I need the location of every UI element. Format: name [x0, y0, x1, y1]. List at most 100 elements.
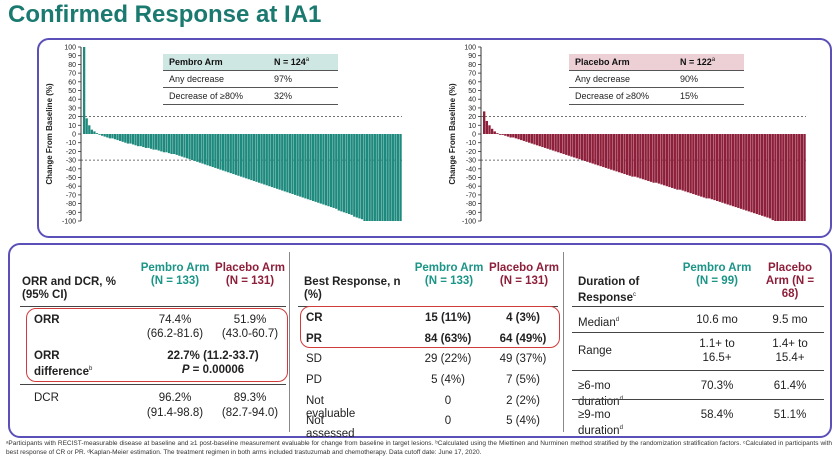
pembro-y-tick-label: 20 [68, 114, 76, 121]
placebo-bar [700, 134, 703, 197]
placebo-bar [591, 134, 594, 164]
pembro-bar [165, 134, 168, 153]
response-sd-label: SD [306, 353, 322, 365]
nine-month-placebo: 51.1% [773, 409, 807, 421]
pembro-bar [90, 129, 93, 134]
pembro-y-tick-label: 100 [64, 45, 76, 52]
placebo-bar [565, 134, 568, 155]
placebo-bar [520, 134, 523, 141]
placebo-bar [790, 134, 793, 221]
placebo-bar [535, 134, 539, 146]
pembro-bar [353, 134, 356, 217]
orr-difference-value: 22.7% (11.2-33.7) [167, 350, 259, 362]
pembro-bar [178, 134, 181, 156]
placebo-bar [739, 134, 743, 209]
placebo-bar [641, 134, 645, 180]
pembro-bar [160, 134, 163, 152]
placebo-bar [602, 134, 605, 168]
placebo-y-tick-label: 0 [472, 132, 476, 139]
placebo-bar [692, 134, 695, 195]
pembro-y-tick-label: -20 [66, 149, 76, 156]
placebo-bar [528, 134, 531, 143]
inset-row-value: 32% [274, 91, 293, 101]
nine-month-text: ≥9-mo duration [578, 409, 620, 437]
pembro-bar [394, 134, 397, 221]
placebo-bar [718, 134, 721, 202]
range-placebo-end: 15.4+ [775, 352, 805, 364]
orr-difference-sup: b [88, 366, 93, 372]
placebo-bar [496, 133, 499, 134]
placebo-bar [800, 134, 804, 221]
orr-placebo-ci: (43.0-60.7) [221, 328, 279, 340]
inset-header-arm: Placebo Arm [575, 57, 630, 67]
table-rule [572, 332, 824, 333]
pembro-bar [193, 134, 196, 161]
placebo-bar [562, 134, 565, 155]
placebo-bar [663, 134, 666, 186]
table-rule [572, 306, 824, 307]
response-ne-label: Not evaluable [306, 395, 356, 420]
placebo-y-axis-label: Change From Baseline (%) [448, 83, 457, 185]
inset-row-label: Any decrease [169, 74, 225, 84]
response-cr-placebo: 4 (3%) [506, 312, 540, 324]
pembro-bar [170, 134, 173, 155]
placebo-y-tick-label: -80 [466, 201, 476, 208]
placebo-bar [774, 134, 777, 221]
pembro-bar [347, 134, 351, 215]
pembro-bar [340, 134, 343, 212]
inset-row-value: 97% [274, 74, 293, 84]
placebo-bar [623, 134, 626, 175]
pembro-bar [396, 134, 400, 221]
placebo-bar [546, 134, 549, 149]
pembro-bar [85, 118, 88, 134]
pembro-bar [142, 134, 145, 148]
nine-month-pembro: 58.4% [700, 409, 734, 421]
pembro-bar [317, 134, 320, 203]
orr-pembro-header: Pembro Arm (N = 133) [140, 262, 210, 287]
pembro-bar [296, 134, 299, 196]
inset-header-sup: a [711, 57, 716, 63]
pembro-bar [180, 134, 184, 157]
pembro-bar [108, 134, 111, 139]
placebo-bar [620, 134, 624, 174]
response-cr-pembro: 15 (11%) [424, 312, 472, 324]
pembro-bar [126, 134, 129, 144]
orr-pembro-ci: (66.2-81.6) [146, 328, 204, 340]
response-sd-placebo: 49 (37%) [499, 353, 547, 365]
placebo-bar [586, 134, 589, 162]
placebo-bar [652, 134, 655, 183]
placebo-bar [803, 134, 806, 221]
pembro-y-tick-label: -50 [66, 175, 76, 182]
placebo-bar [570, 134, 573, 157]
pembro-bar [291, 134, 294, 195]
placebo-bar [702, 134, 706, 198]
pembro-bar [147, 134, 150, 148]
inset-row-label: Any decrease [575, 74, 631, 84]
pembro-bar [237, 134, 240, 176]
placebo-bar [549, 134, 552, 150]
placebo-bar [483, 111, 486, 134]
placebo-bar [694, 134, 698, 195]
pembro-bar [137, 134, 140, 147]
placebo-bar [588, 134, 592, 163]
pembro-bar [209, 134, 212, 167]
nine-month-sup: d [619, 425, 623, 431]
best-response-placebo-header: Placebo Arm (N = 131) [489, 262, 559, 287]
response-pd-placebo: 7 (5%) [506, 374, 540, 386]
response-cr-label: CR [306, 312, 323, 324]
pembro-bar [332, 134, 335, 208]
placebo-bar [715, 134, 719, 201]
pembro-bar [389, 134, 392, 221]
placebo-bar [514, 134, 518, 139]
pembro-bar [371, 134, 374, 221]
pembro-bar [329, 134, 333, 208]
placebo-bar [612, 134, 616, 171]
placebo-y-tick-label: 90 [468, 53, 476, 60]
placebo-bar [771, 134, 774, 221]
pembro-bar [149, 134, 153, 149]
pembro-bar [301, 134, 304, 198]
pembro-bar [157, 134, 160, 151]
pembro-bar [273, 134, 276, 188]
placebo-bar [506, 134, 510, 137]
pembro-bar [286, 134, 289, 193]
